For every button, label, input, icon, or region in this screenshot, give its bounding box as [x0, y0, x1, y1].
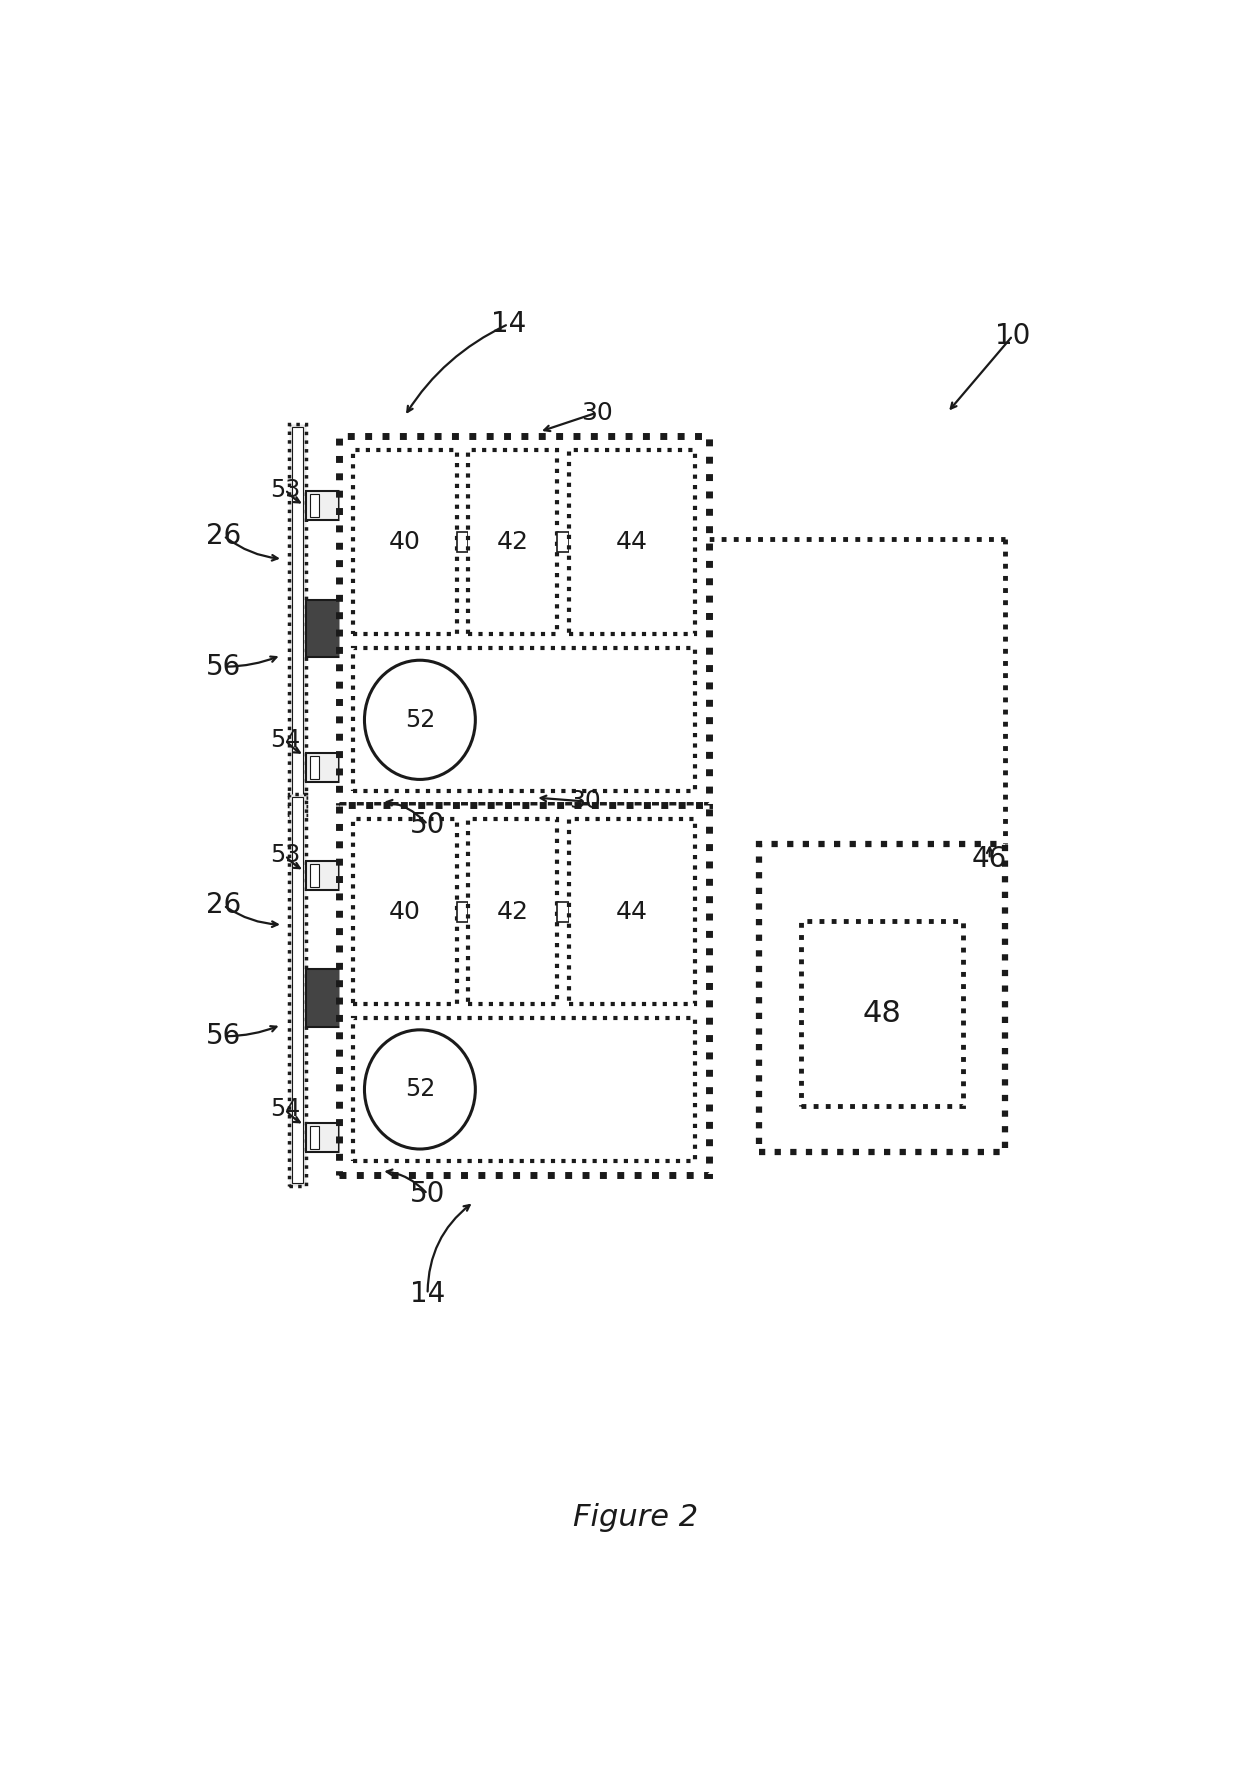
- Bar: [557, 533, 568, 552]
- Bar: [310, 1126, 319, 1149]
- Bar: [353, 1018, 694, 1161]
- Text: 52: 52: [404, 708, 435, 731]
- Text: 44: 44: [615, 529, 647, 554]
- Text: 26: 26: [206, 892, 241, 919]
- Bar: [289, 793, 306, 1186]
- Text: 40: 40: [389, 529, 420, 554]
- Bar: [456, 901, 469, 922]
- Bar: [469, 820, 557, 1004]
- Bar: [339, 805, 708, 1175]
- Text: 44: 44: [615, 899, 647, 924]
- Bar: [289, 425, 306, 816]
- Text: 53: 53: [270, 478, 300, 501]
- Text: 42: 42: [497, 529, 528, 554]
- Text: 46: 46: [972, 846, 1007, 873]
- Bar: [306, 1122, 339, 1152]
- Text: Figure 2: Figure 2: [573, 1503, 698, 1533]
- Bar: [306, 970, 343, 1027]
- Text: 14: 14: [410, 1280, 445, 1308]
- Text: 48: 48: [863, 998, 901, 1028]
- Bar: [568, 450, 694, 634]
- Text: 10: 10: [996, 322, 1030, 350]
- Text: 50: 50: [410, 811, 445, 839]
- Text: 30: 30: [569, 789, 601, 814]
- Bar: [557, 901, 568, 922]
- Bar: [293, 796, 303, 1184]
- Bar: [353, 648, 694, 791]
- Text: 53: 53: [270, 843, 300, 867]
- Bar: [759, 844, 1006, 1152]
- Text: 42: 42: [497, 899, 528, 924]
- Bar: [456, 533, 469, 552]
- Bar: [310, 864, 319, 887]
- Text: 56: 56: [206, 653, 241, 681]
- Text: 54: 54: [270, 727, 300, 752]
- Bar: [293, 427, 303, 814]
- Bar: [469, 450, 557, 634]
- Bar: [310, 494, 319, 517]
- Text: 54: 54: [270, 1097, 300, 1122]
- Bar: [306, 600, 343, 657]
- Text: 50: 50: [410, 1181, 445, 1209]
- Text: 14: 14: [491, 310, 526, 338]
- Text: 30: 30: [582, 400, 613, 425]
- Text: 56: 56: [206, 1023, 241, 1050]
- Bar: [310, 756, 319, 779]
- Bar: [568, 820, 694, 1004]
- Text: 40: 40: [389, 899, 420, 924]
- Bar: [306, 860, 339, 890]
- Bar: [306, 490, 339, 520]
- Text: 26: 26: [206, 522, 241, 550]
- Bar: [339, 435, 708, 805]
- Bar: [306, 752, 339, 782]
- Bar: [801, 920, 962, 1106]
- Bar: [353, 820, 456, 1004]
- Bar: [353, 450, 456, 634]
- Text: 52: 52: [404, 1078, 435, 1101]
